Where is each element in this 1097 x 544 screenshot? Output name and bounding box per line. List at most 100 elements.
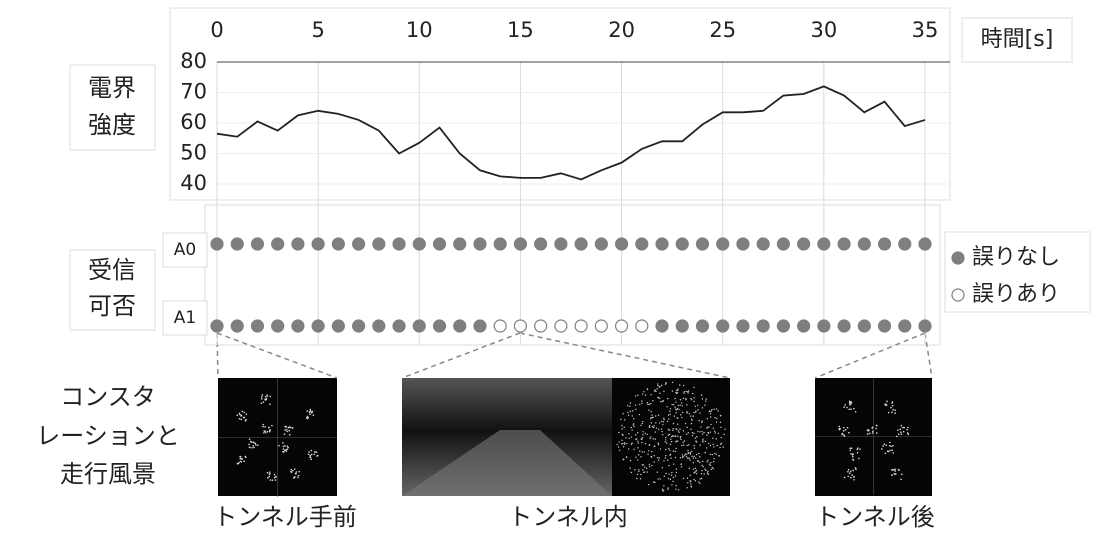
constellation-point: [694, 480, 697, 482]
constellation-point: [892, 445, 894, 447]
constellation-point: [689, 474, 691, 477]
constellation-point: [644, 394, 647, 396]
constellation-point: [699, 478, 701, 480]
constellation-point: [857, 447, 859, 449]
constellation-point: [641, 400, 643, 402]
constellation-point: [295, 471, 298, 473]
status-dot: [311, 319, 325, 333]
constellation-point: [626, 442, 628, 445]
constellation-point: [622, 434, 624, 436]
line: [216, 85, 926, 181]
constellation-point: [858, 457, 860, 460]
constellation-point: [843, 476, 846, 479]
status-dot: [210, 319, 224, 333]
constellation-point: [693, 444, 695, 447]
constellation-point: [658, 457, 660, 459]
constellation-point: [885, 444, 887, 446]
constellation-point: [700, 477, 703, 480]
constellation-point: [709, 444, 712, 447]
status-dot: [534, 237, 548, 251]
constellation-point: [634, 404, 637, 406]
y-tick-label: 50: [180, 141, 207, 165]
constellation-point: [634, 469, 636, 471]
y-tick-label: 60: [180, 110, 207, 134]
legend-box: [944, 231, 1091, 313]
constellation-point: [677, 404, 680, 407]
constellation-point: [693, 455, 695, 458]
constellation-point: [643, 391, 645, 393]
constellation-point: [881, 448, 883, 450]
constellation-point: [653, 445, 655, 448]
constellation-point: [664, 441, 666, 443]
x-axis-label: 時間[s]: [981, 27, 1054, 52]
constellation-point: [851, 474, 854, 476]
constellation-point: [266, 395, 269, 397]
constellation-point: [269, 395, 271, 398]
constellation-point: [646, 401, 649, 404]
constellation-point: [672, 435, 675, 437]
constellation-point: [667, 477, 670, 480]
constellation-point: [838, 428, 841, 431]
constellation-point: [889, 449, 891, 452]
constellation-point: [657, 478, 659, 480]
constellation-point: [679, 399, 682, 401]
constellation-point: [847, 468, 850, 471]
constellation-inside: [612, 378, 730, 496]
constellation-point: [676, 407, 679, 410]
constellation-point: [900, 424, 903, 427]
constellation-point: [664, 383, 667, 385]
constellation-point: [848, 472, 851, 475]
constellation-point: [700, 472, 703, 475]
constellation-point: [657, 396, 659, 399]
status-dot: [716, 237, 730, 251]
constellation-point: [269, 473, 271, 475]
constellation-point: [701, 407, 704, 409]
status-dot: [797, 237, 811, 251]
x-tick-label: 35: [912, 18, 939, 42]
constellation-point: [718, 454, 720, 457]
constellation-point: [890, 445, 892, 448]
constellation-point: [238, 461, 240, 464]
constellation-point: [637, 440, 639, 442]
constellation-point: [700, 394, 703, 396]
constellation-point: [900, 431, 902, 434]
constellation-point: [709, 431, 711, 433]
constellation-point: [241, 410, 244, 413]
constellation-point: [680, 414, 682, 416]
constellation-point: [693, 386, 695, 389]
constellation-point: [668, 447, 670, 450]
x-tick-label: 30: [810, 18, 837, 42]
constellation-point: [288, 429, 290, 432]
y-axis-label: 電界: [88, 74, 136, 102]
constellation-point: [688, 444, 690, 446]
constellation-point: [892, 452, 894, 454]
status-dot: [392, 319, 406, 333]
status-dot: [857, 237, 871, 251]
constellation-point: [856, 448, 859, 451]
constellation-point: [719, 446, 721, 449]
constellation-point: [694, 437, 696, 439]
constellation-point: [625, 437, 627, 439]
constellation-point: [291, 427, 294, 429]
constellation-point: [843, 406, 845, 408]
constellation-point: [852, 459, 855, 461]
constellation-point: [651, 464, 653, 467]
constellation-point: [690, 397, 692, 400]
constellation-point: [268, 426, 270, 429]
status-label: 受信: [88, 256, 136, 284]
constellation-point: [717, 410, 719, 412]
constellation-point: [674, 475, 677, 477]
constellation-point: [856, 452, 859, 454]
constellation-point: [672, 480, 674, 483]
constellation-point: [704, 440, 706, 443]
constellation-point: [679, 435, 682, 438]
constellation-point: [706, 417, 708, 420]
constellation-point: [719, 421, 722, 424]
status-dot: [736, 237, 750, 251]
caption: トンネル内: [508, 503, 628, 531]
constellation-point: [310, 458, 313, 461]
constellation-point: [701, 430, 703, 433]
status-dot: [331, 319, 345, 333]
constellation-point: [648, 426, 651, 428]
constellation-point: [884, 452, 887, 455]
